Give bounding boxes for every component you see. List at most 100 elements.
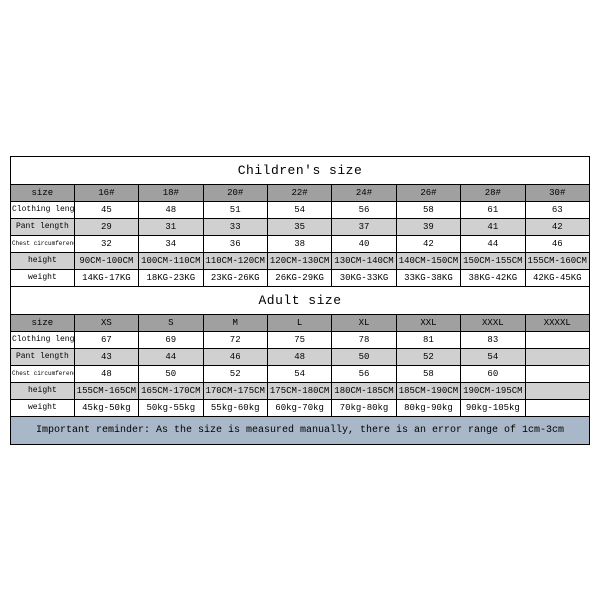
children-row2-c7: 46 bbox=[525, 235, 589, 252]
children-header-4: 22# bbox=[267, 184, 331, 201]
adult-row1-c3: 48 bbox=[267, 348, 331, 365]
children-row4-c5: 33KG-38KG bbox=[396, 269, 460, 286]
adult-header-0: size bbox=[11, 314, 75, 331]
adult-row4-c5: 80kg-90kg bbox=[396, 399, 460, 416]
children-row0-c1: 48 bbox=[139, 201, 203, 218]
adult-row3-c5: 185CM-190CM bbox=[396, 382, 460, 399]
children-row0-c3: 54 bbox=[267, 201, 331, 218]
children-row2-label: Chest circumference 1/2 bbox=[11, 235, 75, 252]
adult-row3-c7 bbox=[525, 382, 589, 399]
adult-row1-c6: 54 bbox=[461, 348, 525, 365]
children-row0-c2: 51 bbox=[203, 201, 267, 218]
children-header-5: 24# bbox=[332, 184, 396, 201]
children-row4-label: weight bbox=[11, 269, 75, 286]
adult-row2-c7 bbox=[525, 365, 589, 382]
adult-row0-c5: 81 bbox=[396, 331, 460, 348]
children-row2-c4: 40 bbox=[332, 235, 396, 252]
children-row2-c2: 36 bbox=[203, 235, 267, 252]
children-row3-c7: 155CM-160CM bbox=[525, 252, 589, 269]
children-row2-c1: 34 bbox=[139, 235, 203, 252]
children-row0-c5: 58 bbox=[396, 201, 460, 218]
children-row3-c5: 140CM-150CM bbox=[396, 252, 460, 269]
adult-row0-c6: 83 bbox=[461, 331, 525, 348]
children-row0-c4: 56 bbox=[332, 201, 396, 218]
children-header-2: 18# bbox=[139, 184, 203, 201]
adult-header-1: XS bbox=[74, 314, 138, 331]
adult-row3-c3: 175CM-180CM bbox=[267, 382, 331, 399]
children-header-3: 20# bbox=[203, 184, 267, 201]
adult-row4-c7 bbox=[525, 399, 589, 416]
children-row2-c5: 42 bbox=[396, 235, 460, 252]
children-row0-c6: 61 bbox=[461, 201, 525, 218]
adult-row2-c5: 58 bbox=[396, 365, 460, 382]
children-header-0: size bbox=[11, 184, 75, 201]
adult-row3-c1: 165CM-170CM bbox=[139, 382, 203, 399]
adult-row0-c7 bbox=[525, 331, 589, 348]
children-row0-label: Clothing length bbox=[11, 201, 75, 218]
children-row1-c5: 39 bbox=[396, 218, 460, 235]
adult-header-7: XXXL bbox=[461, 314, 525, 331]
children-row4-c3: 26KG-29KG bbox=[267, 269, 331, 286]
children-row2-c0: 32 bbox=[74, 235, 138, 252]
reminder-note: Important reminder: As the size is measu… bbox=[11, 416, 590, 444]
children-row1-c2: 33 bbox=[203, 218, 267, 235]
adult-title: Adult size bbox=[11, 286, 590, 314]
children-row1-c4: 37 bbox=[332, 218, 396, 235]
adult-row2-label: Chest circumference 1/2 bbox=[11, 365, 75, 382]
adult-header-4: L bbox=[267, 314, 331, 331]
adult-row0-c1: 69 bbox=[139, 331, 203, 348]
children-row2-c6: 44 bbox=[461, 235, 525, 252]
adult-row1-c4: 50 bbox=[332, 348, 396, 365]
adult-row3-c6: 190CM-195CM bbox=[461, 382, 525, 399]
children-row3-c3: 120CM-130CM bbox=[267, 252, 331, 269]
children-row4-c0: 14KG-17KG bbox=[74, 269, 138, 286]
adult-row1-c2: 46 bbox=[203, 348, 267, 365]
adult-row3-c0: 155CM-165CM bbox=[74, 382, 138, 399]
adult-row4-c1: 50kg-55kg bbox=[139, 399, 203, 416]
adult-header-8: XXXXL bbox=[525, 314, 589, 331]
children-row3-c2: 110CM-120CM bbox=[203, 252, 267, 269]
adult-row1-c5: 52 bbox=[396, 348, 460, 365]
adult-row4-c6: 90kg-105kg bbox=[461, 399, 525, 416]
children-row0-c0: 45 bbox=[74, 201, 138, 218]
children-row3-c6: 150CM-155CM bbox=[461, 252, 525, 269]
children-row1-c1: 31 bbox=[139, 218, 203, 235]
children-row1-c6: 41 bbox=[461, 218, 525, 235]
children-row4-c6: 38KG-42KG bbox=[461, 269, 525, 286]
adult-row1-c0: 43 bbox=[74, 348, 138, 365]
adult-row1-c1: 44 bbox=[139, 348, 203, 365]
children-row3-label: height bbox=[11, 252, 75, 269]
adult-header-2: S bbox=[139, 314, 203, 331]
children-row1-c0: 29 bbox=[74, 218, 138, 235]
children-row4-c1: 18KG-23KG bbox=[139, 269, 203, 286]
adult-row2-c2: 52 bbox=[203, 365, 267, 382]
adult-row2-c3: 54 bbox=[267, 365, 331, 382]
children-row4-c4: 30KG-33KG bbox=[332, 269, 396, 286]
adult-row0-c4: 78 bbox=[332, 331, 396, 348]
children-row2-c3: 38 bbox=[267, 235, 331, 252]
adult-row1-label: Pant length bbox=[11, 348, 75, 365]
adult-row3-c4: 180CM-185CM bbox=[332, 382, 396, 399]
children-row1-c7: 42 bbox=[525, 218, 589, 235]
adult-header-6: XXL bbox=[396, 314, 460, 331]
adult-row1-c7 bbox=[525, 348, 589, 365]
size-chart-table: Children's size size 16# 18# 20# 22# 24#… bbox=[10, 156, 590, 445]
children-title: Children's size bbox=[11, 156, 590, 184]
children-row4-c2: 23KG-26KG bbox=[203, 269, 267, 286]
adult-header-3: M bbox=[203, 314, 267, 331]
children-row3-c4: 130CM-140CM bbox=[332, 252, 396, 269]
adult-row3-c2: 170CM-175CM bbox=[203, 382, 267, 399]
children-row0-c7: 63 bbox=[525, 201, 589, 218]
adult-row2-c6: 60 bbox=[461, 365, 525, 382]
children-row4-c7: 42KG-45KG bbox=[525, 269, 589, 286]
adult-row4-c3: 60kg-70kg bbox=[267, 399, 331, 416]
children-header-8: 30# bbox=[525, 184, 589, 201]
adult-row0-c3: 75 bbox=[267, 331, 331, 348]
children-header-6: 26# bbox=[396, 184, 460, 201]
adult-row0-label: Clothing length bbox=[11, 331, 75, 348]
adult-row4-c2: 55kg-60kg bbox=[203, 399, 267, 416]
children-header-7: 28# bbox=[461, 184, 525, 201]
adult-row2-c4: 56 bbox=[332, 365, 396, 382]
children-row1-label: Pant length bbox=[11, 218, 75, 235]
adult-row4-c0: 45kg-50kg bbox=[74, 399, 138, 416]
